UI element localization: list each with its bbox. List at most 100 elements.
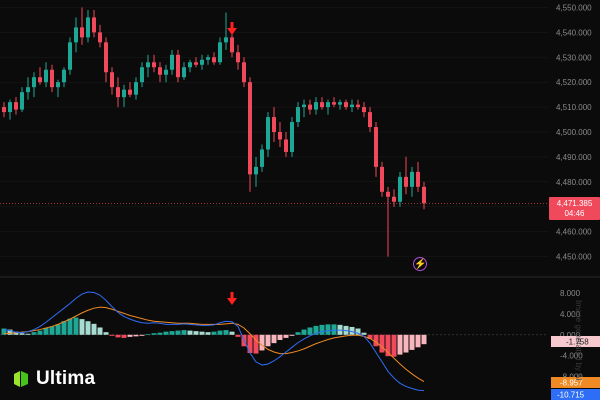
candle[interactable]	[326, 99, 330, 115]
candle[interactable]	[290, 117, 294, 157]
candle[interactable]	[392, 189, 396, 207]
candle[interactable]	[314, 97, 318, 115]
candle[interactable]	[86, 9, 90, 43]
candle[interactable]	[254, 156, 258, 187]
candle[interactable]	[422, 181, 426, 210]
candle-body	[230, 37, 234, 53]
candle[interactable]	[260, 144, 264, 172]
candle[interactable]	[38, 67, 42, 85]
candle[interactable]	[308, 99, 312, 115]
candle[interactable]	[332, 97, 336, 108]
candle[interactable]	[416, 161, 420, 192]
candle[interactable]	[152, 54, 156, 73]
candle[interactable]	[14, 97, 18, 115]
candle[interactable]	[404, 156, 408, 195]
histogram-bar	[13, 331, 19, 335]
ultima-logo-icon	[14, 371, 28, 387]
candle[interactable]	[284, 132, 288, 157]
candle[interactable]	[74, 17, 78, 53]
candle-body	[146, 62, 150, 68]
candle[interactable]	[164, 64, 168, 83]
candle[interactable]	[2, 102, 6, 118]
candle[interactable]	[62, 67, 66, 88]
candlestick-series[interactable]	[2, 7, 426, 257]
candle[interactable]	[104, 37, 108, 83]
candle[interactable]	[410, 166, 414, 197]
candle[interactable]	[110, 67, 114, 95]
candle[interactable]	[380, 161, 384, 197]
candle-body	[86, 17, 90, 38]
price-tick-label: 4,520.000	[556, 78, 592, 87]
histogram-bar	[415, 334, 421, 348]
candle[interactable]	[158, 62, 162, 83]
histogram-bar	[199, 331, 205, 335]
candle[interactable]	[278, 122, 282, 147]
candle[interactable]	[356, 99, 360, 110]
histogram-bar	[103, 332, 109, 335]
candle-body	[284, 139, 288, 152]
candle[interactable]	[386, 186, 390, 257]
candle[interactable]	[8, 99, 12, 120]
candle[interactable]	[176, 49, 180, 83]
candle[interactable]	[92, 9, 96, 38]
candle[interactable]	[200, 54, 204, 70]
histogram-bar	[319, 324, 325, 335]
candle[interactable]	[128, 82, 132, 98]
price-tick-label: 4,450.000	[556, 253, 592, 262]
candle[interactable]	[182, 62, 186, 80]
candle[interactable]	[320, 97, 324, 110]
candle[interactable]	[188, 59, 192, 73]
candle[interactable]	[302, 99, 306, 118]
candle-body	[404, 176, 408, 187]
candle[interactable]	[146, 54, 150, 78]
candle[interactable]	[98, 24, 102, 48]
candle[interactable]	[140, 62, 144, 88]
candle[interactable]	[68, 37, 72, 75]
candle[interactable]	[80, 7, 84, 45]
candle[interactable]	[50, 64, 54, 93]
candle[interactable]	[224, 12, 228, 50]
candle[interactable]	[248, 77, 252, 192]
lightning-icon[interactable]: ⚡	[413, 257, 427, 271]
candle[interactable]	[296, 102, 300, 128]
histogram-bar	[403, 334, 409, 353]
candle-body	[356, 104, 360, 108]
candle[interactable]	[56, 79, 60, 98]
price-tick-label: 4,510.000	[556, 103, 592, 112]
candle[interactable]	[272, 107, 276, 142]
candle[interactable]	[32, 72, 36, 98]
candle[interactable]	[212, 52, 216, 65]
histogram-bar	[379, 334, 385, 353]
candle[interactable]	[236, 44, 240, 70]
candle[interactable]	[134, 77, 138, 100]
candle[interactable]	[20, 87, 24, 113]
candle[interactable]	[344, 99, 348, 110]
histogram-bar	[253, 334, 259, 354]
candle[interactable]	[194, 57, 198, 68]
candle[interactable]	[398, 171, 402, 207]
candle[interactable]	[206, 54, 210, 65]
candle[interactable]	[218, 37, 222, 65]
histogram-bar	[157, 332, 163, 335]
candle-body	[278, 132, 282, 140]
candle[interactable]	[362, 102, 366, 118]
candle[interactable]	[170, 49, 174, 75]
histogram-bar	[385, 334, 391, 357]
candle[interactable]	[116, 77, 120, 108]
candle[interactable]	[26, 77, 30, 100]
histogram-bar	[49, 326, 55, 335]
histogram-bar	[397, 334, 403, 355]
price-axis: 4,550.000 4,540.000 4,530.000 4,520.000 4,51…	[556, 3, 592, 261]
candle[interactable]	[266, 112, 270, 157]
candle-body	[128, 89, 132, 95]
candle[interactable]	[374, 122, 378, 177]
histogram-bar	[91, 323, 97, 335]
candle[interactable]	[44, 62, 48, 88]
candle[interactable]	[368, 107, 372, 133]
candle[interactable]	[338, 99, 342, 110]
candle[interactable]	[242, 57, 246, 88]
candle[interactable]	[350, 99, 354, 113]
histogram-bar	[127, 334, 133, 337]
candle[interactable]	[122, 84, 126, 108]
